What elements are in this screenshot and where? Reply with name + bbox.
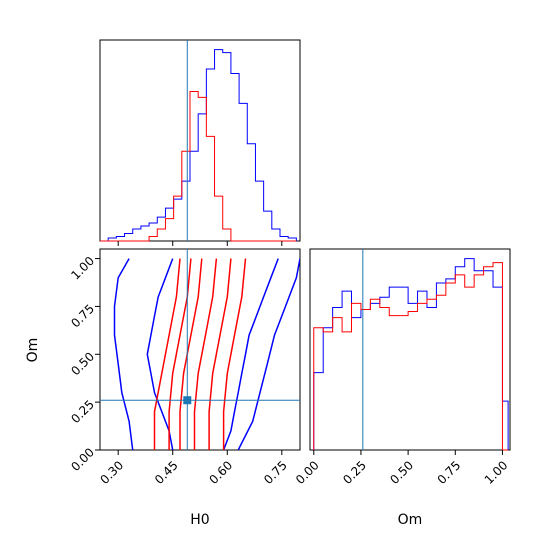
h0-axis-label: H0 bbox=[190, 512, 209, 528]
blue-contour-line bbox=[222, 258, 279, 450]
blue-histogram-step bbox=[100, 49, 297, 242]
om-tick-label: 0.25 bbox=[68, 397, 97, 426]
h0-tick-label: 0.45 bbox=[152, 458, 181, 487]
contour-lines bbox=[113, 258, 300, 450]
x-tick-label: 0.75 bbox=[435, 458, 464, 487]
contour-series bbox=[113, 258, 300, 450]
h0-tick-label: 0.30 bbox=[97, 458, 126, 487]
red-contour-line bbox=[179, 258, 203, 450]
blue-contour-line bbox=[237, 258, 300, 450]
om-tick-label: 0.50 bbox=[68, 349, 97, 378]
red-contour-line bbox=[222, 258, 247, 450]
truth-crosshair bbox=[100, 249, 300, 450]
red-histogram-step bbox=[100, 90, 297, 242]
x-tick-label: 0.00 bbox=[293, 458, 322, 487]
red-contour-line bbox=[153, 258, 181, 450]
om-histogram-panel: 0.00 0.25 0.50 0.75 1.00 Om bbox=[293, 248, 511, 528]
om-tick-label: 0.00 bbox=[68, 445, 97, 474]
blue-contour-line bbox=[146, 258, 174, 450]
red-histogram-step bbox=[313, 262, 509, 451]
om-axis-ticks: 0.00 0.25 0.50 0.75 1.00 bbox=[68, 254, 100, 474]
om-tick-label: 1.00 bbox=[68, 254, 97, 283]
om-tick-label: 0.75 bbox=[68, 302, 97, 331]
red-contour-line bbox=[208, 258, 232, 450]
x-tick-label: 0.50 bbox=[387, 458, 416, 487]
h0-histogram-frame bbox=[99, 39, 301, 242]
om-histogram-ticks: 0.00 0.25 0.50 0.75 1.00 bbox=[293, 450, 511, 487]
blue-contour-line bbox=[113, 258, 134, 450]
x-tick-label: 1.00 bbox=[482, 458, 511, 487]
h0-histogram-series bbox=[100, 49, 297, 242]
h0-histogram-ticks bbox=[117, 241, 283, 246]
h0-axis-ticks: 0.30 0.45 0.60 0.75 bbox=[97, 450, 290, 487]
h0-tick-label: 0.60 bbox=[207, 458, 236, 487]
blue-histogram-step bbox=[313, 258, 509, 450]
contour-frame bbox=[99, 248, 301, 451]
h0-histogram-panel bbox=[99, 39, 301, 246]
om-axis-label: Om bbox=[25, 338, 41, 363]
red-contour-line bbox=[193, 258, 218, 450]
h0-om-contour-panel: 0.30 0.45 0.60 0.75 0.00 0.25 0.50 0.75 1.00 H0… bbox=[25, 248, 301, 528]
x-tick-label: 0.25 bbox=[340, 458, 369, 487]
om-histogram-series bbox=[313, 258, 509, 451]
truth-marker bbox=[183, 396, 192, 405]
red-contour-line bbox=[168, 258, 192, 450]
om-x-axis-label: Om bbox=[398, 512, 423, 528]
om-histogram-frame bbox=[309, 248, 511, 451]
h0-tick-label: 0.75 bbox=[261, 458, 290, 487]
